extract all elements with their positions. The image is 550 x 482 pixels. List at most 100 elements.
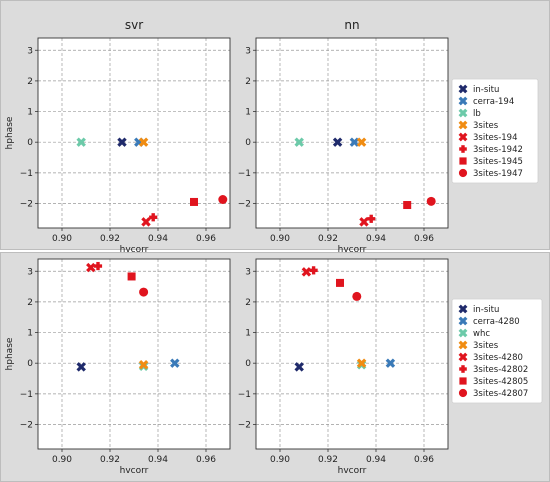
point-cerra-4280 — [170, 358, 180, 368]
legend-marker — [459, 157, 467, 165]
plot-area — [38, 259, 230, 449]
y-tick-label: 1 — [27, 108, 33, 118]
legend-item-3sites-1942: 3sites-1942 — [459, 145, 523, 155]
x-tick-label: 0.90 — [270, 455, 290, 465]
point-3sites-4280 — [301, 267, 312, 277]
point-3sites-42802 — [309, 266, 318, 275]
x-tick-label: 0.90 — [52, 234, 72, 244]
y-tick-label: −2 — [238, 199, 251, 209]
legend-box — [451, 298, 543, 404]
plot-frame — [255, 258, 449, 450]
x-axis-label: hvcorr — [338, 466, 367, 476]
legend-marker — [458, 316, 468, 326]
scatter-panel-2: 0.90 0.92 0.94 0.96 −2 −1 0 1 2 3 nn hvcorr — [238, 18, 449, 255]
legend-label: 3sites-1947 — [473, 169, 523, 179]
y-axis-label: hphase — [5, 337, 15, 370]
legend-bottom: in-situ cerra-4280 whc 3sites 3sites-4280 3si… — [451, 298, 543, 404]
legend-label: 3sites-1942 — [473, 145, 523, 155]
legend-label: 3sites-42802 — [473, 365, 528, 375]
y-tick-label: 2 — [245, 77, 251, 87]
point-3sites-1947 — [218, 195, 228, 204]
point-in-situ — [117, 137, 127, 147]
point-3sites — [356, 137, 367, 147]
legend-label: cerra-194 — [473, 97, 514, 107]
scatter-panel-1: 0.90 0.92 0.94 0.96 −2 −1 0 1 2 3 svr hvcorr hphase — [5, 18, 231, 255]
x-tick-label: 0.90 — [52, 455, 72, 465]
y-tick-label: −1 — [238, 169, 251, 179]
point-3sites-194 — [141, 217, 151, 227]
point-cerra-4280 — [385, 358, 396, 368]
y-tick-label: 0 — [27, 359, 33, 369]
legend-label: cerra-4280 — [473, 317, 520, 327]
y-tick-label: 1 — [27, 329, 33, 339]
legend-label: 3sites — [473, 121, 499, 131]
legend-item-3sites: 3sites — [458, 340, 499, 351]
legend-label: 3sites-42807 — [473, 389, 528, 399]
plot-area — [256, 38, 448, 228]
point-3sites-42805 — [336, 278, 344, 287]
point-3sites-1945 — [190, 197, 198, 206]
y-tick-label: 2 — [27, 77, 33, 87]
legend-marker — [458, 328, 468, 338]
legend-item-whc: whc — [458, 328, 490, 339]
legend-label: in-situ — [473, 85, 499, 95]
legend-marker — [458, 120, 468, 130]
y-tick-label: 1 — [245, 329, 251, 339]
legend-label: 3sites-194 — [473, 133, 517, 143]
plot-frame — [37, 258, 231, 450]
legend-label: lb — [473, 109, 481, 119]
point-3sites — [138, 359, 149, 370]
x-tick-label: 0.94 — [148, 455, 168, 465]
legend-marker — [458, 132, 468, 142]
point-lb — [294, 137, 304, 147]
legend-box — [451, 78, 539, 184]
x-tick-label: 0.90 — [270, 234, 290, 244]
y-tick-label: −2 — [20, 420, 33, 430]
point-in-situ — [294, 362, 304, 372]
point-in-situ — [76, 362, 86, 372]
legend-label: whc — [473, 329, 490, 339]
legend-top: in-situ cerra-194 lb 3sites 3sites-194 3sites… — [451, 78, 539, 184]
legend-item-3sites-194: 3sites-194 — [458, 132, 517, 143]
point-3sites-42807 — [352, 291, 362, 301]
legend-marker — [458, 168, 468, 178]
point-3sites — [356, 358, 367, 368]
x-axis-label: hvcorr — [120, 466, 149, 476]
legend-marker — [458, 304, 468, 314]
legend-marker — [459, 145, 467, 153]
legend-item-3sites-42807: 3sites-42807 — [458, 388, 528, 399]
legend-item-3sites-4280: 3sites-4280 — [458, 352, 523, 363]
scatter-panel-4: 0.90 0.92 0.94 0.96 −2 −1 0 1 2 3 hvcorr — [238, 258, 449, 476]
x-tick-label: 0.94 — [148, 234, 168, 244]
legend-item-3sites-42805: 3sites-42805 — [459, 377, 528, 387]
y-tick-label: 3 — [27, 267, 33, 277]
x-tick-label: 0.92 — [318, 455, 338, 465]
y-tick-label: −2 — [20, 199, 33, 209]
x-tick-label: 0.96 — [414, 234, 434, 244]
x-tick-label: 0.96 — [196, 234, 216, 244]
legend-item-3sites-42802: 3sites-42802 — [459, 365, 528, 375]
legend-item-cerra-4280: cerra-4280 — [458, 316, 520, 327]
point-3sites-42807 — [139, 287, 149, 297]
plot-area — [38, 38, 230, 228]
panel-title: nn — [344, 18, 359, 32]
panel-title: svr — [125, 18, 143, 32]
scatter-panel-3: 0.90 0.92 0.94 0.96 −2 −1 0 1 2 3 hvcorr hphase — [5, 258, 231, 476]
plot-area — [256, 259, 448, 449]
legend-marker — [458, 352, 468, 362]
legend-label: 3sites-4280 — [473, 353, 523, 363]
y-tick-label: 0 — [245, 138, 251, 148]
y-tick-label: 0 — [245, 359, 251, 369]
x-tick-label: 0.92 — [100, 234, 120, 244]
y-tick-label: 3 — [245, 267, 251, 277]
x-axis-label: hvcorr — [120, 245, 149, 255]
legend-marker — [458, 96, 468, 106]
legend-label: 3sites-42805 — [473, 377, 528, 387]
y-tick-label: 3 — [27, 46, 33, 56]
point-3sites — [138, 137, 149, 147]
legend-marker — [458, 340, 468, 350]
legend-marker — [458, 108, 468, 118]
y-tick-label: −1 — [20, 169, 33, 179]
